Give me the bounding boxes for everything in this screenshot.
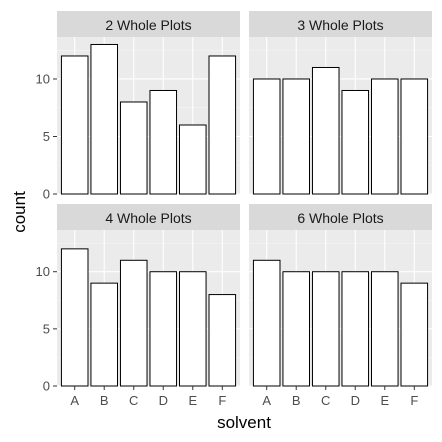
bar-C [119,259,148,387]
x-tick-label: D [159,393,168,408]
bar-C [119,101,148,195]
facet-strip [57,11,240,37]
facet-title: 3 Whole Plots [297,17,383,33]
y-axis-title: count [10,191,29,233]
bar-E [178,124,207,195]
x-tick-label: D [351,393,360,408]
x-tick-label: C [321,393,330,408]
facet-panel: 3 Whole Plots [249,11,432,195]
bar-E [370,78,399,195]
facet-panels: 2 Whole Plots 0 5 10 3 Whole Plots 4 Whole Pl… [36,11,432,408]
x-tick-label: E [380,393,389,408]
bar-A [60,248,89,387]
x-tick-label: B [292,393,301,408]
bar-E [370,271,399,387]
bar-F [400,78,429,195]
x-tick-label: E [188,393,197,408]
facet-strip [249,11,432,37]
bar-A [252,259,281,387]
bar-E [178,271,207,387]
y-tick-label: 5 [43,129,50,144]
bar-C [311,66,340,195]
bar-B [90,282,119,387]
bar-D [149,89,178,195]
facet-title: 2 Whole Plots [105,17,191,33]
y-tick-label: 5 [43,321,50,336]
x-tick-label: A [70,393,79,408]
bar-B [90,43,119,195]
bar-D [341,271,370,387]
y-tick-label: 0 [43,379,50,394]
bar-B [282,271,311,387]
facet-strip [57,204,240,230]
bar-A [60,55,89,195]
bar-A [252,78,281,195]
x-tick-label: F [218,393,226,408]
facet-panel: 2 Whole Plots 0 5 10 [36,11,240,202]
bar-B [282,78,311,195]
x-axis-title: solvent [217,413,271,432]
bar-F [400,282,429,387]
x-tick-label: C [129,393,138,408]
bar-D [149,271,178,387]
x-tick-label: A [262,393,271,408]
facet-strip [249,204,432,230]
bar-F [208,294,237,387]
y-tick-label: 10 [36,264,50,279]
facet-title: 6 Whole Plots [297,210,383,226]
bar-D [341,89,370,195]
y-tick-label: 10 [36,71,50,86]
facet-panel: 4 Whole Plots 0 5 10 A B C D E F [36,204,240,408]
x-tick-label: B [100,393,109,408]
facet-panel: 6 Whole Plots A B C D E F [249,204,432,408]
y-tick-label: 0 [43,187,50,202]
bar-C [311,271,340,387]
facet-title: 4 Whole Plots [105,210,191,226]
bar-F [208,55,237,195]
x-tick-label: F [410,393,418,408]
